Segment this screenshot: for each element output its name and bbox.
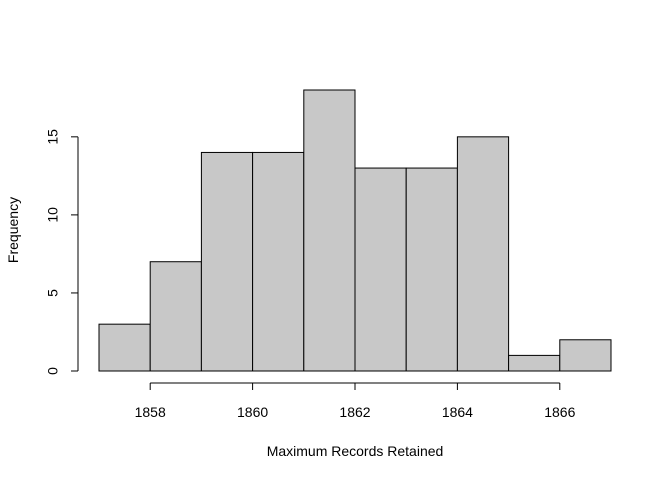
y-tick-label-10: 10 <box>45 207 61 223</box>
x-tick-label-1862: 1862 <box>339 404 370 420</box>
y-tick-label-0: 0 <box>45 367 61 375</box>
x-axis: 1858 1860 1862 1864 1866 <box>135 382 576 420</box>
histogram-bar-1862 <box>354 167 407 372</box>
histogram-bar-1859 <box>200 151 254 372</box>
histogram-bar-1863 <box>405 167 458 372</box>
histogram-bar-1861 <box>303 89 356 372</box>
histogram-bar-1864 <box>456 136 510 372</box>
y-tick-label-5: 5 <box>45 289 61 297</box>
y-axis-title: Frequency <box>5 197 21 263</box>
y-tick-label-15: 15 <box>45 129 61 145</box>
histogram-bar-1866 <box>559 339 612 372</box>
y-axis: 0 5 10 15 <box>45 129 79 375</box>
histogram-bar-1858 <box>149 261 202 372</box>
x-tick-label-1860: 1860 <box>237 404 268 420</box>
bars-layer <box>98 89 612 372</box>
histogram-bar-1865 <box>508 354 561 372</box>
x-tick-label-1866: 1866 <box>544 404 575 420</box>
histogram-bar-1857 <box>98 323 151 372</box>
x-tick-label-1858: 1858 <box>135 404 166 420</box>
x-axis-title: Maximum Records Retained <box>267 443 444 459</box>
histogram-bar-1860 <box>252 151 305 372</box>
x-tick-label-1864: 1864 <box>442 404 473 420</box>
